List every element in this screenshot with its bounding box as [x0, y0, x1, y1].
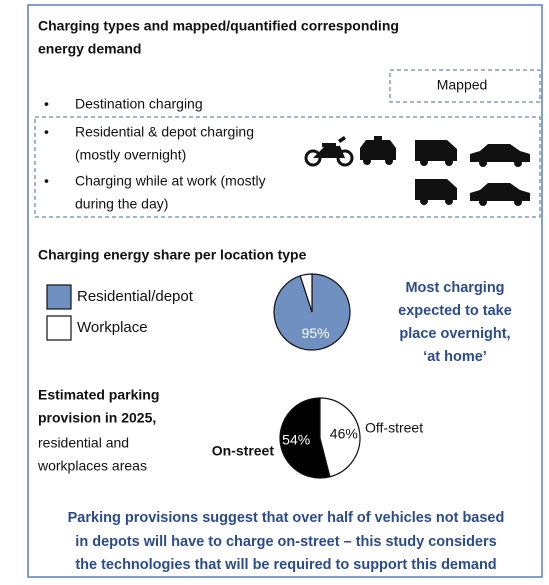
bullet-text: during the day) — [75, 196, 168, 212]
mapped-label: Mapped — [437, 77, 488, 93]
caption-line: workplaces areas — [37, 458, 147, 474]
bullet-text: Residential & depot charging — [75, 124, 254, 140]
motorcycle-icon — [304, 136, 354, 167]
car-icon — [470, 183, 530, 206]
legend-label: Workplace — [77, 319, 148, 336]
callout-line: ‘at home’ — [423, 349, 487, 365]
van-icon — [415, 140, 457, 166]
legend-swatch — [46, 284, 72, 310]
value-label: 95% — [302, 325, 330, 341]
caption-line: provision in 2025, — [38, 410, 156, 426]
van-icon — [415, 179, 457, 205]
callout-line: expected to take — [398, 303, 512, 319]
legend-label: Residential/depot — [77, 288, 194, 305]
pie-slice — [299, 273, 313, 313]
category-label: Off-street — [365, 420, 423, 436]
section-title: Charging energy share per location type — [38, 247, 307, 263]
bullet-text: Destination charging — [75, 96, 203, 112]
bullet-text: Charging while at work (mostly — [75, 173, 266, 189]
callout-line: Most charging — [405, 280, 504, 296]
title-line: Charging types and mapped/quantified cor… — [38, 18, 399, 34]
pie-slice — [319, 397, 361, 478]
title-line: energy demand — [38, 41, 141, 57]
bullet-text: (mostly overnight) — [75, 147, 186, 163]
bullet: • — [44, 173, 49, 189]
taxi-icon — [360, 136, 396, 165]
footer-line: the technologies that will be required t… — [75, 557, 496, 573]
category-label: On-street — [212, 443, 275, 459]
value-label: 46% — [330, 426, 358, 442]
footer-line: Parking provisions suggest that over hal… — [68, 510, 505, 526]
callout-line: place overnight, — [399, 326, 510, 342]
car-icon — [470, 144, 530, 167]
caption-line: residential and — [38, 435, 129, 451]
footer-line: in depots will have to charge on-street … — [75, 534, 496, 550]
value-label: 54% — [282, 432, 310, 448]
legend-swatch — [46, 315, 72, 341]
pie-slice — [279, 397, 331, 479]
bullet: • — [44, 124, 49, 140]
mapped-group-box — [34, 116, 541, 218]
bullet: • — [44, 96, 49, 112]
caption-line: Estimated parking — [38, 387, 159, 403]
